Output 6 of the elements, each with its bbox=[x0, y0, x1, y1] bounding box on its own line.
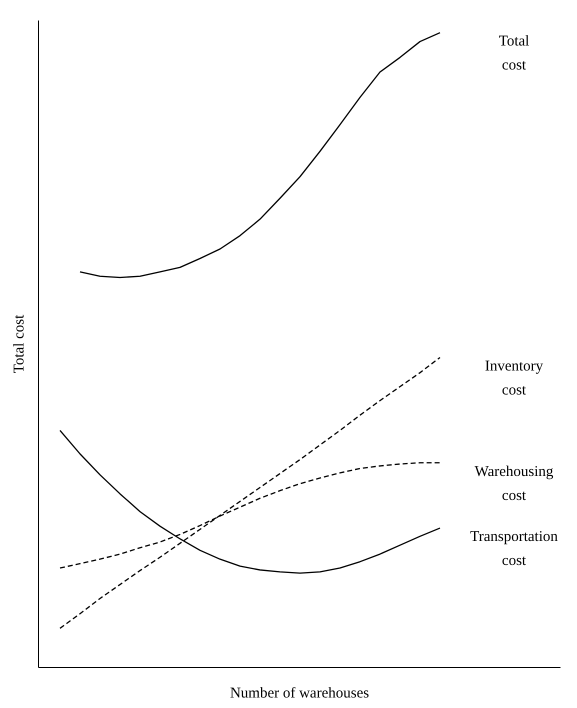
y-axis-title: Total cost bbox=[12, 314, 28, 374]
text: Total cost bbox=[498, 34, 530, 74]
x-axis-title: Number of warehouses bbox=[230, 686, 370, 702]
text: Warehousing cost bbox=[474, 464, 554, 504]
text: Transportation cost bbox=[470, 529, 558, 570]
text: Inventory cost bbox=[484, 358, 544, 398]
